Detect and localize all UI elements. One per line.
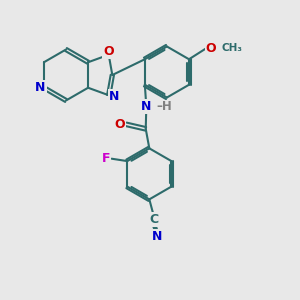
Text: O: O — [206, 42, 216, 55]
Text: O: O — [103, 45, 114, 58]
Text: C: C — [149, 213, 158, 226]
Text: F: F — [102, 152, 110, 165]
Text: N: N — [35, 81, 46, 94]
Text: N: N — [140, 100, 151, 113]
Text: N: N — [109, 90, 119, 103]
Text: N: N — [152, 230, 163, 243]
Text: CH₃: CH₃ — [222, 43, 243, 53]
Text: –H: –H — [157, 100, 172, 113]
Text: O: O — [114, 118, 125, 131]
